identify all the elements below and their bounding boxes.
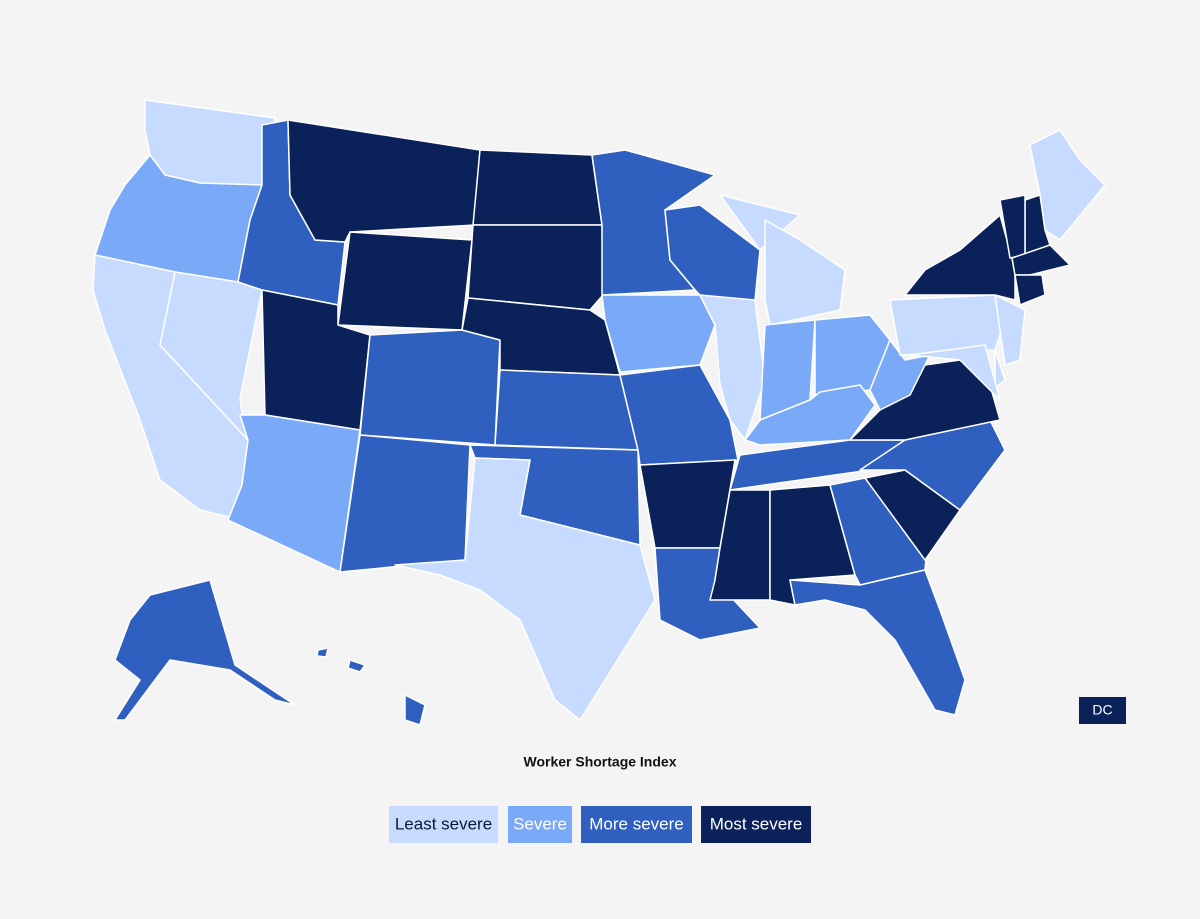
state: [1014, 274, 1046, 306]
legend-swatch: [389, 806, 498, 843]
dc-label: DC: [1092, 702, 1112, 718]
legend-swatch: [701, 806, 811, 843]
state: [789, 569, 966, 716]
state: [359, 329, 501, 446]
state: [764, 219, 846, 326]
state: [639, 459, 736, 549]
dc-box: [1079, 697, 1126, 724]
legend-label: More severe: [589, 814, 683, 833]
state: [1011, 244, 1071, 276]
state: [394, 457, 656, 721]
state: [316, 647, 329, 658]
state: [909, 344, 1001, 401]
state: [114, 579, 296, 721]
state: [889, 294, 1006, 356]
state: [472, 149, 603, 226]
state: [339, 434, 471, 573]
legend-label: Most severe: [710, 814, 803, 833]
state: [994, 349, 1006, 389]
state: [601, 294, 716, 373]
state: [994, 294, 1026, 366]
legend-label: Least severe: [395, 814, 492, 833]
state: [467, 224, 604, 311]
state: [744, 384, 876, 446]
state: [699, 294, 766, 441]
legend-title: Worker Shortage Index: [523, 754, 676, 770]
legend-label: Severe: [513, 814, 567, 833]
states: [92, 99, 1106, 726]
legend: Least severe Severe More severe Most severe: [389, 806, 811, 843]
state: [347, 659, 366, 673]
state: [494, 369, 639, 451]
state: [404, 694, 426, 726]
legend-swatch: [581, 806, 692, 843]
state: [709, 489, 771, 601]
legend-swatch: [508, 806, 572, 843]
state: [337, 231, 473, 331]
